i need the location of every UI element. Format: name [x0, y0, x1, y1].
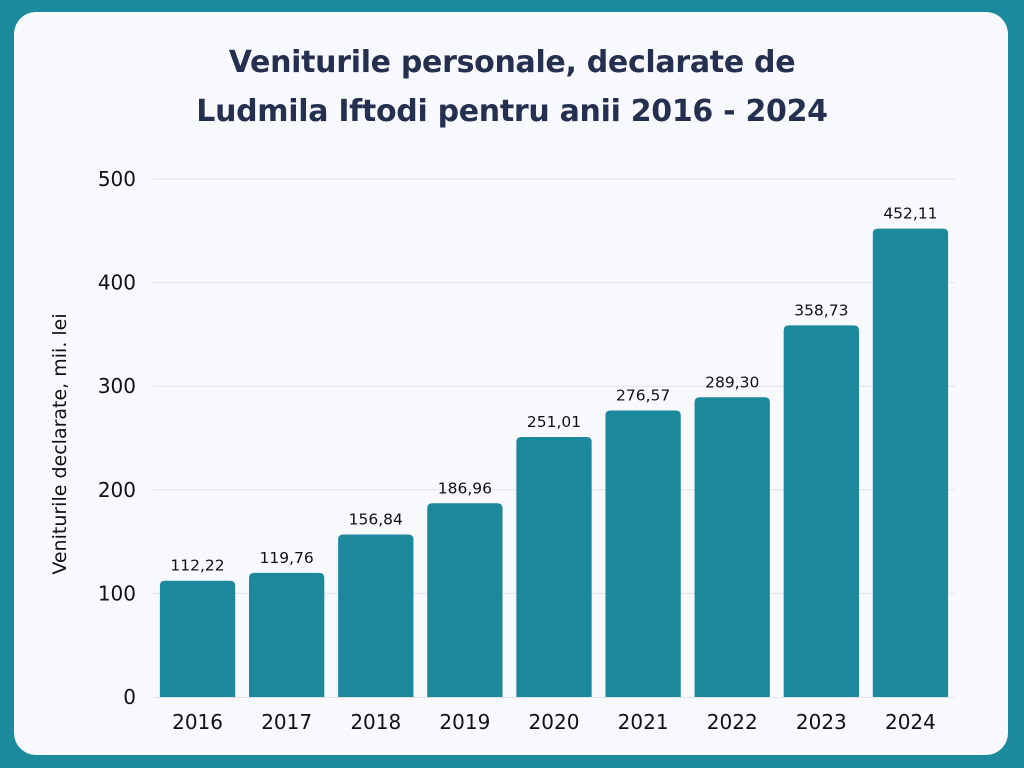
bar-2016 — [159, 580, 236, 697]
value-label: 156,84 — [349, 511, 403, 529]
y-axis-label: Veniturile declarate, mii. lei — [49, 313, 71, 574]
chart-title-line-1: Veniturile personale, declarate de — [228, 45, 796, 80]
bar-2020 — [516, 436, 592, 697]
y-tick-label: 200 — [98, 478, 136, 502]
bars — [159, 228, 949, 697]
value-label: 452,11 — [883, 205, 937, 223]
bar-2018 — [338, 534, 414, 697]
chart-title-line-2: Ludmila Iftodi pentru anii 2016 - 2024 — [196, 94, 828, 129]
y-tick-label: 300 — [98, 374, 136, 398]
x-tick-label: 2019 — [439, 710, 490, 734]
bar-2019 — [427, 503, 503, 697]
value-label: 358,73 — [794, 301, 848, 319]
x-tick-label: 2022 — [707, 710, 758, 734]
x-tick-label: 2024 — [885, 710, 936, 734]
value-label: 251,01 — [527, 413, 581, 431]
x-axis-ticks: 2016 2017 2018 2019 2020 2021 2022 2023 2024 — [172, 710, 936, 734]
y-tick-label: 500 — [98, 167, 136, 191]
y-tick-label: 400 — [98, 271, 136, 295]
y-tick-label: 100 — [98, 581, 136, 605]
bar-2024 — [872, 228, 949, 697]
x-tick-label: 2017 — [261, 710, 312, 734]
value-label: 276,57 — [616, 386, 670, 404]
value-label: 112,22 — [170, 557, 224, 575]
value-label: 186,96 — [438, 479, 492, 497]
y-axis-ticks: 0 100 200 300 400 500 — [98, 167, 136, 709]
x-tick-label: 2018 — [350, 710, 401, 734]
bar-2023 — [783, 325, 859, 697]
value-label: 289,30 — [705, 373, 759, 391]
x-tick-label: 2016 — [172, 710, 223, 734]
bar-2022 — [694, 397, 770, 697]
chart-title: Veniturile personale, declarate de Ludmi… — [0, 38, 1024, 136]
value-labels: 112,22 119,76 156,84 186,96 251,01 276,57 289,… — [170, 205, 937, 575]
bar-2017 — [249, 572, 325, 697]
value-label: 119,76 — [260, 549, 314, 567]
x-tick-label: 2020 — [529, 710, 580, 734]
x-tick-label: 2021 — [618, 710, 669, 734]
x-tick-label: 2023 — [796, 710, 847, 734]
y-tick-label: 0 — [123, 685, 136, 709]
bar-2021 — [605, 410, 681, 697]
